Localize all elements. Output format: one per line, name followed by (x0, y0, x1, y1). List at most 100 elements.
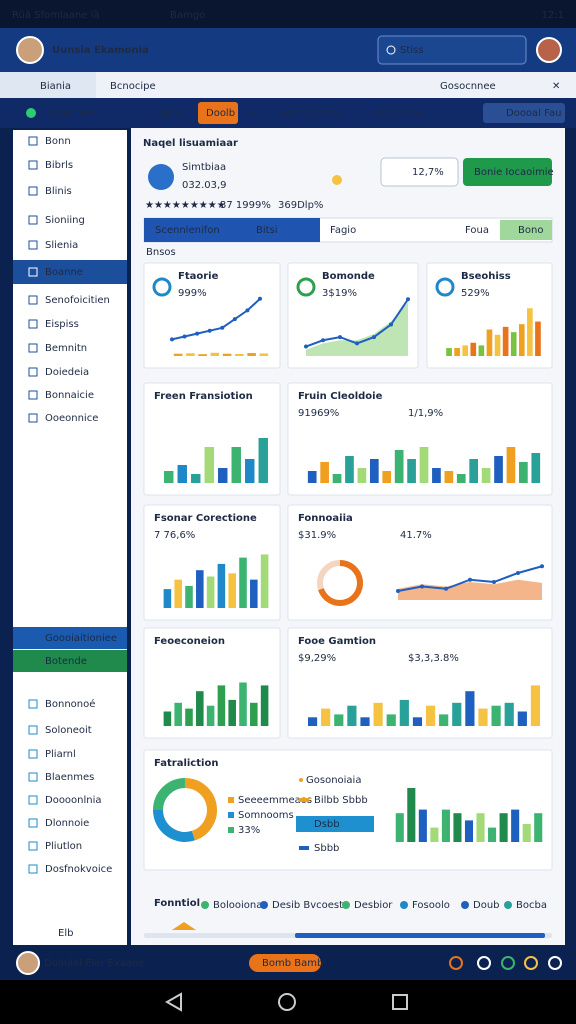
sidebar-item[interactable]: Pliarnl (45, 749, 76, 760)
bar-icon[interactable] (449, 956, 463, 970)
filter[interactable]: Scennlenifon (155, 225, 220, 236)
bar-icon[interactable] (477, 956, 491, 970)
bar (307, 717, 318, 726)
nav-home[interactable] (278, 993, 296, 1011)
filter[interactable]: Bitsi (256, 225, 278, 236)
sidebar-item[interactable]: Dosfnokvoice (45, 864, 112, 875)
bar (453, 813, 462, 842)
sidebar-item[interactable]: Slienia (45, 240, 78, 251)
toolbar-item[interactable]: Brococicie (372, 108, 423, 119)
row-item[interactable]: Desbior (354, 900, 393, 911)
bottom-button[interactable] (249, 954, 321, 972)
bar (465, 691, 475, 726)
bar (204, 447, 214, 483)
primary-button-label[interactable]: Bonie Iocaoimie (474, 167, 554, 178)
sidebar-item[interactable]: Bonn (45, 136, 71, 147)
bar-icon[interactable] (524, 956, 538, 970)
bar-icon[interactable] (501, 956, 515, 970)
area (306, 302, 408, 356)
toolbar-item[interactable]: Doolb (206, 108, 235, 119)
line-vertex (389, 322, 393, 327)
filter[interactable]: Foua (465, 225, 489, 236)
row-item[interactable]: Bolooionas (213, 900, 268, 911)
sidebar-item[interactable]: Doiedeia (45, 367, 89, 378)
user-avatar[interactable] (536, 37, 562, 63)
sidebar-item[interactable]: Botende (45, 656, 87, 667)
bar (441, 809, 450, 842)
sidebar-item[interactable]: Eispiss (45, 319, 79, 330)
kpi-value: 032.03,9 (182, 180, 227, 191)
sidebar-item[interactable]: Bonnonoé (45, 698, 95, 710)
search-box[interactable] (377, 35, 527, 65)
line-vertex (195, 331, 200, 336)
list-title: Gosonoiaia (306, 775, 361, 786)
sidebar-item[interactable]: Doooonlnia (45, 795, 102, 806)
row-item[interactable]: Desib Bvcoest (272, 900, 343, 911)
sidebar-item[interactable]: Sioniing (45, 215, 85, 226)
tab[interactable]: Gosocnnee (440, 81, 496, 92)
list-item[interactable]: Bilbb Sbbb (314, 795, 368, 806)
sidebar-icon (28, 699, 38, 709)
bar (425, 705, 436, 726)
row-icon (342, 901, 350, 909)
chart-value: 91969% (298, 408, 339, 419)
list-item[interactable]: Sbbb (314, 843, 339, 854)
chart-value: $9,29% (298, 653, 336, 664)
clock: 12:1 (542, 10, 564, 21)
sidebar-item[interactable]: Goooiaitioniee (45, 633, 117, 644)
bottom-button-label[interactable]: Bomb Bamb (262, 958, 323, 969)
outline-button[interactable] (380, 157, 459, 187)
outline-button-label[interactable]: 12,7% (412, 167, 444, 178)
bar (196, 691, 204, 726)
row-item[interactable]: Doub (473, 900, 500, 911)
filter[interactable]: Bono (518, 225, 543, 236)
bar (517, 711, 527, 726)
toolbar-chip[interactable] (198, 102, 238, 124)
toolbar-item[interactable]: B (250, 108, 257, 119)
filter-green[interactable] (500, 220, 552, 240)
nav-back[interactable] (164, 992, 182, 1012)
sidebar-item[interactable]: Dlonnoie (45, 818, 89, 829)
sidebar-item[interactable]: Senofoicitien (45, 295, 110, 306)
sidebar-item[interactable]: Soloneoit (45, 725, 92, 736)
tab[interactable]: Biania (40, 81, 71, 92)
sidebar-item[interactable]: Pliutlon (45, 841, 82, 852)
sidebar-item[interactable]: Bibrls (45, 160, 73, 171)
sidebar-icon (28, 795, 38, 805)
row-icon (461, 901, 469, 909)
user-name: Dooulal Eler Exaaoe (44, 958, 144, 969)
sidebar-icon (28, 240, 38, 250)
line-vertex (245, 308, 250, 313)
sidebar-item[interactable]: Blaenmes (45, 772, 94, 783)
filter[interactable]: Fagio (330, 225, 356, 236)
bar (320, 462, 329, 483)
search-icon (386, 45, 396, 55)
toolbar-button[interactable] (483, 103, 565, 123)
toolbar-item[interactable]: Bions (156, 108, 183, 119)
bar (239, 682, 247, 726)
sidebar-item[interactable]: Bemnitn (45, 343, 87, 354)
toolbar-button-label[interactable]: Doooal Fau (506, 108, 561, 119)
toolbar-item[interactable]: Dcaoitieie (44, 108, 94, 119)
row-item[interactable]: Fosoolo (412, 900, 450, 911)
bar (217, 563, 226, 608)
sidebar-item[interactable]: Ooeonnice (45, 413, 98, 424)
tab[interactable]: Bcnocipe (110, 81, 156, 92)
row-item[interactable]: Bocba (516, 900, 547, 911)
nav-recent[interactable] (392, 994, 408, 1010)
chart-value: 999% (178, 288, 207, 299)
status-text: Rüä Sfomlaane lä (12, 10, 99, 21)
sidebar-item[interactable]: Bonnaicie (45, 390, 94, 401)
rating: ★★★★★★★★★ (145, 200, 226, 211)
bar (321, 708, 331, 726)
bar (510, 332, 517, 356)
sidebar-item[interactable]: Blinis (45, 186, 72, 197)
primary-button[interactable] (463, 158, 552, 186)
sidebar-item[interactable]: Boanne (45, 267, 83, 278)
bar-icon[interactable] (548, 956, 562, 970)
toolbar-item[interactable]: Gnnocicons (280, 108, 338, 119)
bar (454, 348, 460, 356)
list-item[interactable]: Dsbb (314, 819, 340, 830)
sidebar-icon (28, 160, 38, 170)
bar (307, 471, 317, 483)
